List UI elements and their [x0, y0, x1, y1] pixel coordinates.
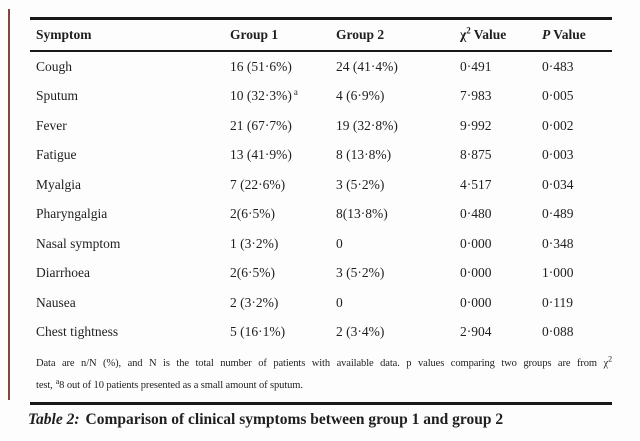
p-value-cell: 0·483 — [542, 58, 574, 74]
symptom-cell: Cough — [36, 58, 73, 74]
header-group1: Group 1 — [230, 26, 279, 42]
chi-value-cell: 0·000 — [460, 265, 492, 281]
footnote-line-2: test, a8 out of 10 patients presented as … — [36, 376, 303, 391]
p-value-cell: 0·489 — [542, 206, 574, 222]
group1-cell: 13 (41·9%) — [230, 147, 292, 163]
symptom-cell: Nausea — [36, 294, 76, 310]
group1-cell: 5 (16·1%) — [230, 324, 286, 340]
table-top-rule — [30, 17, 612, 20]
chi-value-cell: 2·904 — [460, 324, 492, 340]
p-value-cell: 1·000 — [542, 265, 574, 281]
group2-cell: 4 (6·9%) — [336, 88, 385, 104]
table-row: Chest tightness 5 (16·1%) 2 (3·4%) 2·904… — [30, 318, 612, 348]
table-row: Diarrhoea 2(6·5%) 3 (5·2%) 0·000 1·000 — [30, 259, 612, 289]
group2-cell: 3 (5·2%) — [336, 265, 385, 281]
group1-cell: 10 (32·3%) a — [230, 86, 298, 104]
p-value-cell: 0·348 — [542, 235, 574, 251]
group2-cell: 24 (41·4%) — [336, 58, 398, 74]
p-value-cell: 0·003 — [542, 147, 574, 163]
group2-cell: 8(13·8%) — [336, 206, 388, 222]
symptom-cell: Pharyngalgia — [36, 206, 108, 222]
table-row: Myalgia 7 (22·6%) 3 (5·2%) 4·517 0·034 — [30, 170, 612, 200]
table-header-rule — [30, 49, 612, 52]
symptom-cell: Fever — [36, 117, 67, 133]
footnote-line-1: Data are n/N (%), and N is the total num… — [36, 354, 612, 369]
scan-edge-line — [8, 9, 10, 400]
table-caption: Table 2: Comparison of clinical symptoms … — [28, 411, 612, 429]
table-bottom-rule — [30, 402, 612, 405]
table-row: Nasal symptom 1 (3·2%) 0 0·000 0·348 — [30, 229, 612, 259]
chi-value-cell: 0·480 — [460, 206, 492, 222]
symptom-cell: Chest tightness — [36, 324, 119, 340]
group1-cell: 2(6·5%) — [230, 265, 275, 281]
table-header-row: Symptom Group 1 Group 2 χ2 Value P Value — [30, 20, 612, 50]
group1-cell: 2 (3·2%) — [230, 294, 279, 310]
header-group2: Group 2 — [336, 26, 385, 42]
chi-value-cell: 7·983 — [460, 88, 492, 104]
table-row: Fever 21 (67·7%) 19 (32·8%) 9·992 0·002 — [30, 111, 612, 141]
group1-cell: 7 (22·6%) — [230, 176, 286, 192]
group1-cell: 1 (3·2%) — [230, 235, 279, 251]
symptom-cell: Sputum — [36, 88, 79, 104]
group2-cell: 3 (5·2%) — [336, 176, 385, 192]
p-value-cell: 0·005 — [542, 88, 574, 104]
header-symptom: Symptom — [36, 26, 92, 42]
chi-value-cell: 4·517 — [460, 176, 492, 192]
table-footnote: Data are n/N (%), and N is the total num… — [30, 347, 612, 402]
table-row: Cough 16 (51·6%) 24 (41·4%) 0·491 0·483 — [30, 52, 612, 82]
symptom-cell: Myalgia — [36, 176, 81, 192]
p-value-cell: 0·034 — [542, 176, 574, 192]
clinical-symptoms-table: Symptom Group 1 Group 2 χ2 Value P Value C… — [28, 17, 612, 429]
table-row: Nausea 2 (3·2%) 0 0·000 0·119 — [30, 288, 612, 318]
header-p-value: P Value — [542, 26, 586, 42]
group2-cell: 8 (13·8%) — [336, 147, 392, 163]
chi-value-cell: 0·000 — [460, 235, 492, 251]
group1-cell: 16 (51·6%) — [230, 58, 292, 74]
chi-value-cell: 0·000 — [460, 294, 492, 310]
table-row: Pharyngalgia 2(6·5%) 8(13·8%) 0·480 0·48… — [30, 200, 612, 230]
group2-cell: 19 (32·8%) — [336, 117, 398, 133]
p-value-cell: 0·088 — [542, 324, 574, 340]
group2-cell: 0 — [336, 294, 343, 310]
table-row: Sputum 10 (32·3%) a 4 (6·9%) 7·983 0·005 — [30, 82, 612, 112]
symptom-cell: Fatigue — [36, 147, 77, 163]
chi-value-cell: 8·875 — [460, 147, 492, 163]
p-value-cell: 0·119 — [542, 294, 573, 310]
table-row: Fatigue 13 (41·9%) 8 (13·8%) 8·875 0·003 — [30, 141, 612, 171]
caption-text: Comparison of clinical symptoms between … — [85, 410, 504, 428]
chi-value-cell: 0·491 — [460, 58, 492, 74]
group2-cell: 0 — [336, 235, 343, 251]
caption-label: Table 2: — [28, 410, 80, 428]
p-value-cell: 0·002 — [542, 117, 574, 133]
chi-value-cell: 9·992 — [460, 117, 492, 133]
group1-cell: 2(6·5%) — [230, 206, 275, 222]
symptom-cell: Nasal symptom — [36, 235, 121, 251]
group1-cell: 21 (67·7%) — [230, 117, 292, 133]
group2-cell: 2 (3·4%) — [336, 324, 385, 340]
header-chi-square-value: χ2 Value — [460, 25, 507, 42]
symptom-cell: Diarrhoea — [36, 265, 90, 281]
